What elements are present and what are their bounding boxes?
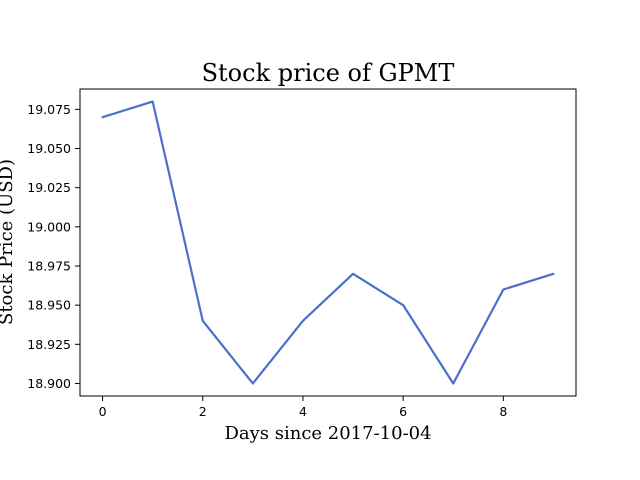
- plot-frame: [79, 88, 577, 397]
- y-axis-ticks: 18.900 18.925 18.950 18.975 19.000 19.025 19.0…: [27, 102, 80, 391]
- x-tick-label: 2: [199, 404, 207, 419]
- x-tick-label: 6: [399, 404, 407, 419]
- x-tick-label: 0: [99, 404, 107, 419]
- x-axis-label: Days since 2017-10-04: [224, 423, 431, 444]
- x-tick-label: 4: [299, 404, 307, 419]
- y-tick-label: 18.925: [27, 337, 71, 352]
- y-tick-label: 18.975: [27, 258, 71, 273]
- y-tick-label: 19.050: [27, 141, 71, 156]
- x-axis-ticks: 0 2 4 6 8: [99, 396, 507, 419]
- price-series-points: [103, 102, 554, 384]
- y-tick-label: 19.025: [27, 180, 71, 195]
- x-tick-label: 8: [499, 404, 507, 419]
- plot-area: 0 2 4 6 8 18.900 18.925 18.950 18.975 19.000 19.0…: [27, 88, 577, 419]
- y-tick-label: 18.950: [27, 298, 71, 313]
- y-axis-label: Stock Price (USD): [0, 159, 17, 325]
- chart-title: Stock price of GPMT: [202, 59, 455, 87]
- y-tick-label: 18.900: [27, 376, 71, 391]
- price-series-line: [101, 100, 555, 385]
- y-tick-label: 19.000: [27, 219, 71, 234]
- y-tick-label: 19.075: [27, 102, 71, 117]
